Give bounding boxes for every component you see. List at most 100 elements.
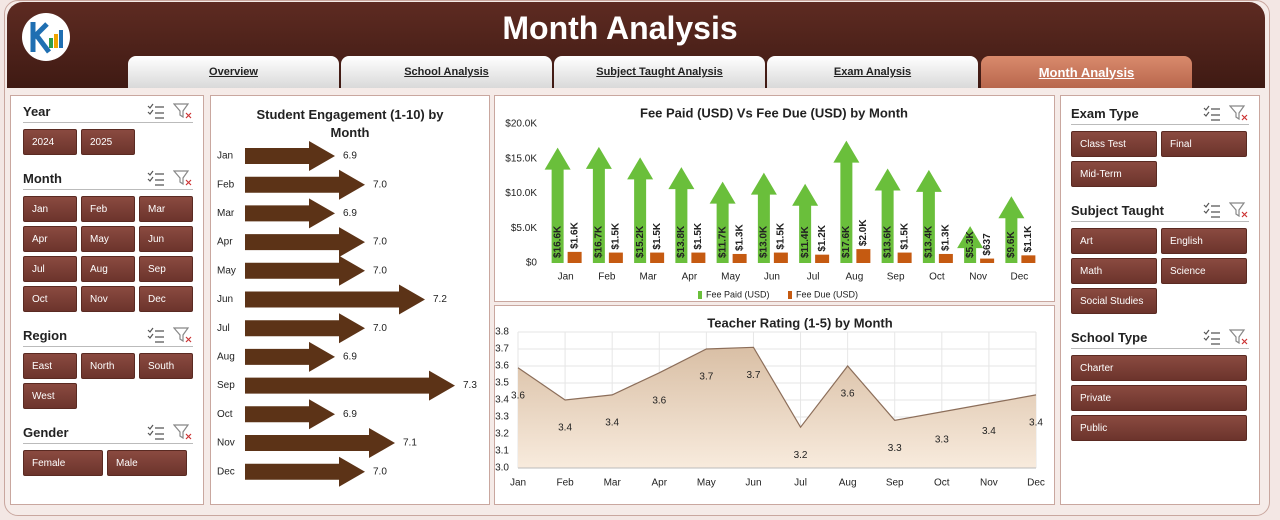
slicer-button[interactable]: Apr [23,226,77,252]
slicer-header: Year [23,100,193,123]
clear-filter-icon[interactable] [173,424,193,440]
slicer-button[interactable]: Jan [23,196,77,222]
slicer-title: Subject Taught [1071,202,1164,218]
slicer-button[interactable]: Class Test [1071,131,1157,157]
slicer-button[interactable]: 2024 [23,129,77,155]
data-label: $1.5K [899,222,910,249]
tab[interactable]: Month Analysis [981,56,1192,88]
y-tick-label: $20.0K [505,119,537,130]
arrow-bar [245,255,365,286]
slicer-button[interactable]: Sep [139,256,193,282]
slicer-title: Exam Type [1071,105,1139,121]
slicer-button[interactable]: Jun [139,226,193,252]
data-label: 7.0 [373,323,387,334]
arrow-bar [245,284,425,315]
chart-title: Teacher Rating (1-5) by Month [707,315,892,330]
multi-select-icon[interactable] [1203,329,1221,345]
data-label: 3.4 [558,423,572,434]
x-tick-label: May [697,478,716,489]
slicer-button[interactable]: Aug [81,256,135,282]
slicer-button[interactable]: Nov [81,286,135,312]
slicer-button[interactable]: Science [1161,258,1247,284]
data-label: $5.3K [965,231,976,258]
slicer-button[interactable]: Charter [1071,355,1247,381]
slicer-header: Subject Taught [1071,199,1249,222]
logo [22,13,70,61]
multi-select-icon[interactable] [147,170,165,186]
multi-select-icon[interactable] [147,424,165,440]
slicer-button[interactable]: Mar [139,196,193,222]
slicer-button[interactable]: Female [23,450,103,476]
slicer-button[interactable]: Social Studies [1071,288,1157,314]
clear-filter-icon[interactable] [173,327,193,343]
slicer-button[interactable]: Art [1071,228,1157,254]
slicer-button[interactable]: North [81,353,135,379]
arrow-bar [668,167,695,263]
tab[interactable]: Exam Analysis [767,56,978,88]
x-tick-label: Dec [1010,272,1028,283]
slicer-button[interactable]: May [81,226,135,252]
legend-marker [698,291,702,299]
slicer: Subject Taught Art English Math Science Socia… [1071,199,1249,314]
arrow-bar [750,172,777,263]
multi-select-icon[interactable] [1203,105,1221,121]
slicer-button[interactable]: Mid-Term [1071,161,1157,187]
slicer-title: Month [23,170,62,186]
y-tick-label: Dec [217,466,235,477]
y-tick-label: Aug [217,352,235,363]
tab[interactable]: Overview [128,56,339,88]
slicer-button[interactable]: West [23,383,77,409]
x-tick-label: Oct [934,478,950,489]
multi-select-icon[interactable] [147,103,165,119]
slicer-button[interactable]: English [1161,228,1247,254]
y-tick-label: Nov [217,438,235,449]
x-tick-label: Mar [604,478,622,489]
slicer-button[interactable]: Math [1071,258,1157,284]
slicer-items: Female Male [23,450,193,476]
slicer-button[interactable]: Dec [139,286,193,312]
slicer-button[interactable]: 2025 [81,129,135,155]
slicer-button[interactable]: Oct [23,286,77,312]
x-tick-label: Nov [980,478,998,489]
x-tick-label: Feb [598,272,616,283]
data-label: $13.0K [759,225,770,258]
clear-filter-icon[interactable] [173,103,193,119]
x-tick-label: Nov [969,272,987,283]
data-label: 3.2 [794,450,808,461]
clear-filter-icon[interactable] [1229,329,1249,345]
slicer: School Type Charter Private Public [1071,326,1249,441]
tab[interactable]: Subject Taught Analysis [554,56,765,88]
bar [650,252,665,263]
data-label: 3.4 [605,418,619,429]
slicer-button[interactable]: Jul [23,256,77,282]
x-tick-label: Jul [807,272,820,283]
clear-filter-icon[interactable] [173,170,193,186]
tab[interactable]: School Analysis [341,56,552,88]
bar [732,253,747,263]
slicer-button[interactable]: Feb [81,196,135,222]
multi-select-icon[interactable] [1203,202,1221,218]
y-tick-label: $5.0K [511,223,537,234]
y-tick-label: May [217,265,236,276]
slicer-button[interactable]: South [139,353,193,379]
arrow-bar [245,313,365,344]
multi-select-icon[interactable] [147,327,165,343]
slicer-button[interactable]: East [23,353,77,379]
clear-filter-icon[interactable] [1229,202,1249,218]
y-tick-label: Sep [217,380,235,391]
bar [980,258,995,263]
slicer-button[interactable]: Male [107,450,187,476]
data-label: 3.7 [699,372,713,383]
y-tick-label: 3.2 [495,429,509,440]
slicer-button[interactable]: Final [1161,131,1247,157]
slicer-button[interactable]: Private [1071,385,1247,411]
slicer-button[interactable]: Public [1071,415,1247,441]
legend-marker [788,291,792,299]
data-label: $16.7K [594,225,605,258]
data-label: 3.3 [888,443,902,454]
arrow-bar [245,141,335,171]
arrow-bar [957,226,984,263]
clear-filter-icon[interactable] [1229,105,1249,121]
x-tick-label: May [721,272,740,283]
